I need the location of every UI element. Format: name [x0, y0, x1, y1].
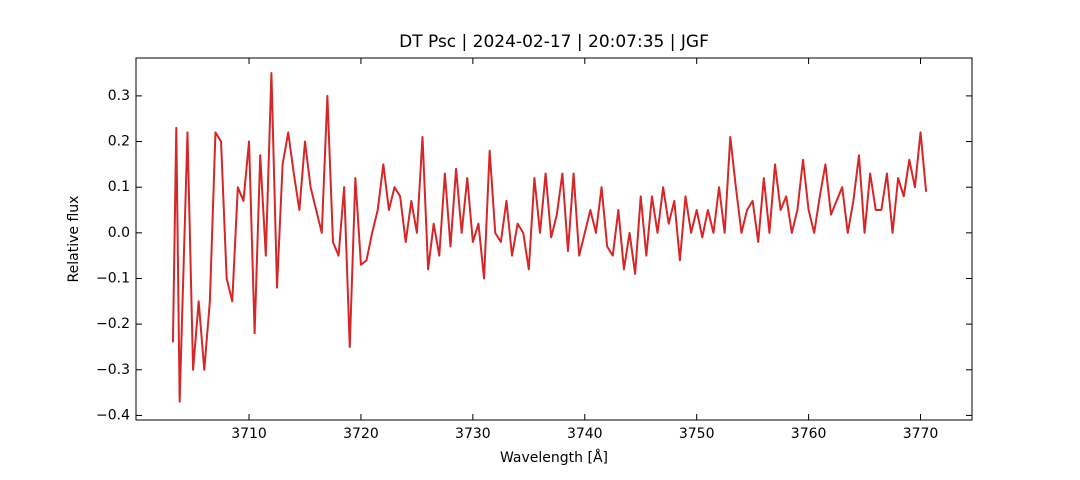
- y-tick-label: −0.4: [96, 407, 130, 423]
- plot-frame: [135, 57, 973, 421]
- x-axis-label: Wavelength [Å]: [500, 449, 608, 466]
- y-tick-label: −0.2: [96, 316, 130, 332]
- x-tick-label: 3710: [231, 426, 267, 442]
- y-tick-label: −0.3: [96, 362, 130, 378]
- y-axis-label: Relative flux: [66, 196, 82, 283]
- y-tick-label: 0.1: [108, 179, 130, 195]
- chart-title: DT Psc | 2024-02-17 | 20:07:35 | JGF: [399, 32, 709, 52]
- x-tick-label: 3730: [455, 426, 491, 442]
- x-tick-label: 3770: [903, 426, 939, 442]
- x-tick-label: 3720: [343, 426, 379, 442]
- x-tick-label: 3740: [567, 426, 603, 442]
- spectrum-line: [171, 72, 928, 403]
- y-tick-label: 0.0: [108, 225, 130, 241]
- x-tick-label: 3760: [791, 426, 827, 442]
- y-tick-label: −0.1: [96, 270, 130, 286]
- y-tick-label: 0.3: [108, 88, 130, 104]
- x-tick-label: 3750: [679, 426, 715, 442]
- y-tick-label: 0.2: [108, 134, 130, 150]
